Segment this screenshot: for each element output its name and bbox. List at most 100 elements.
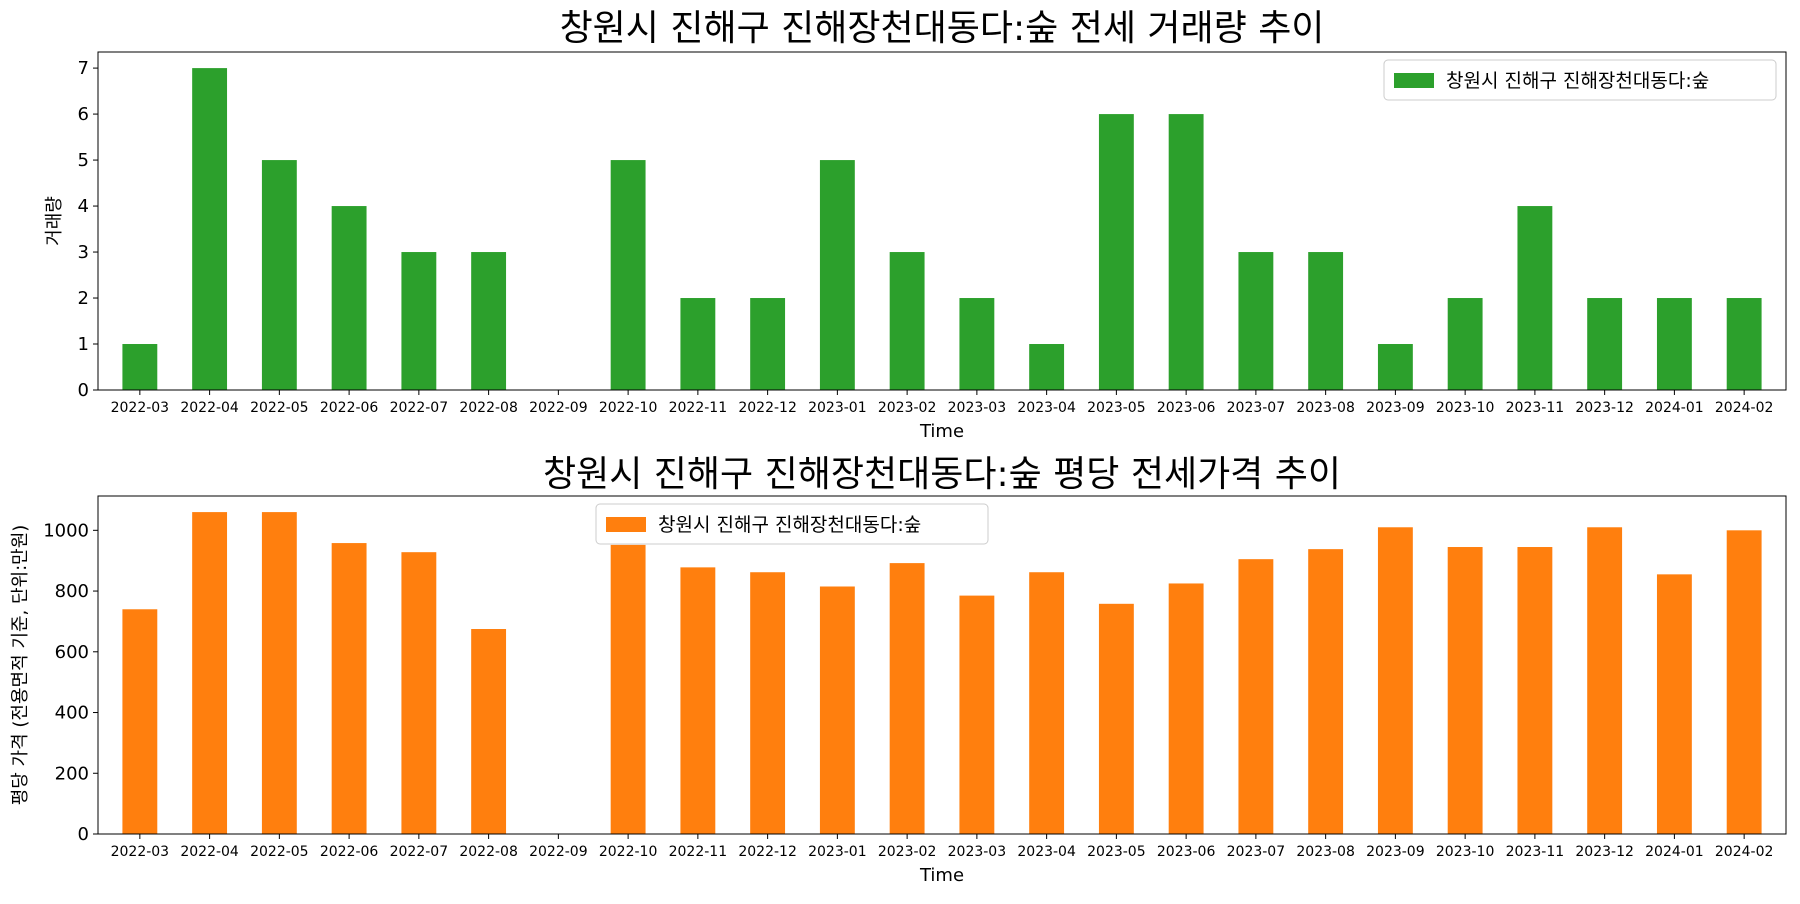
- bar-2022-05: [261, 160, 297, 390]
- x-tick-label: 2023-02: [878, 844, 937, 860]
- x-tick-label: 2023-09: [1366, 400, 1425, 416]
- bar-2022-07: [401, 552, 437, 834]
- y-tick-label: 200: [55, 763, 89, 784]
- bar-2023-11: [1517, 547, 1553, 834]
- x-tick-label: 2023-08: [1296, 400, 1355, 416]
- y-tick-label: 600: [55, 642, 89, 663]
- bar-2022-10: [610, 544, 646, 834]
- x-tick-label: 2022-10: [599, 844, 658, 860]
- bar-2023-04: [1029, 572, 1065, 834]
- x-tick-label: 2023-01: [808, 844, 867, 860]
- x-tick-label: 2023-04: [1017, 400, 1076, 416]
- bar-2023-01: [819, 586, 855, 834]
- bar-2023-07: [1238, 559, 1274, 834]
- legend-swatch: [606, 517, 646, 532]
- x-tick-label: 2023-07: [1227, 844, 1286, 860]
- x-tick-label: 2023-10: [1436, 844, 1495, 860]
- x-tick-label: 2023-03: [948, 400, 1007, 416]
- bar-2022-12: [750, 572, 786, 834]
- y-axis: 0 1 2 3 4 5 6 7: [78, 58, 98, 401]
- x-tick-label: 2022-07: [390, 400, 449, 416]
- x-tick-label: 2022-08: [459, 844, 518, 860]
- x-tick-label: 2023-10: [1436, 400, 1495, 416]
- x-axis-label: Time: [919, 421, 964, 442]
- bar-2023-08: [1308, 252, 1344, 390]
- x-tick-label: 2023-11: [1506, 400, 1565, 416]
- y-tick-label: 0: [78, 824, 89, 845]
- bar-2022-08: [471, 252, 507, 390]
- x-tick-label: 2023-07: [1227, 400, 1286, 416]
- x-tick-label: 2022-08: [459, 400, 518, 416]
- x-tick-label: 2024-01: [1645, 400, 1704, 416]
- bar-2022-04: [192, 512, 228, 834]
- x-tick-label: 2022-03: [111, 400, 170, 416]
- x-tick-label: 2023-05: [1087, 400, 1146, 416]
- x-tick-label: 2023-11: [1506, 844, 1565, 860]
- bar-2022-03: [122, 609, 158, 834]
- bar-2023-02: [889, 563, 925, 834]
- x-tick-label: 2023-04: [1017, 844, 1076, 860]
- legend-swatch: [1394, 73, 1434, 88]
- bar-2023-09: [1377, 527, 1413, 834]
- y-axis-label: 평당 가격 (전용면적 기준, 단위:만원): [10, 525, 31, 806]
- x-tick-label: 2022-09: [529, 844, 588, 860]
- bar-2023-05: [1098, 603, 1134, 834]
- x-tick-label: 2024-02: [1715, 400, 1774, 416]
- bar-2022-10: [610, 160, 646, 390]
- x-tick-label: 2023-03: [948, 844, 1007, 860]
- y-tick-label: 1000: [43, 520, 89, 541]
- plot-area-frame: [97, 51, 1787, 391]
- x-tick-label: 2023-12: [1575, 400, 1634, 416]
- x-tick-label: 2022-12: [738, 400, 797, 416]
- bar-2022-04: [192, 68, 228, 390]
- legend: 창원시 진해구 진해장천대동다:숲: [595, 503, 989, 545]
- bar-2023-01: [819, 160, 855, 390]
- y-tick-label: 800: [55, 581, 89, 602]
- x-tick-label: 2024-02: [1715, 844, 1774, 860]
- bar-2023-06: [1168, 114, 1204, 390]
- legend-label: 창원시 진해구 진해장천대동다:숲: [658, 514, 921, 536]
- x-tick-label: 2022-11: [669, 844, 728, 860]
- x-tick-label: 2023-01: [808, 400, 867, 416]
- bar-2023-12: [1587, 298, 1623, 390]
- x-tick-label: 2023-09: [1366, 844, 1425, 860]
- bar-2023-10: [1447, 298, 1483, 390]
- bar-2024-02: [1726, 298, 1762, 390]
- bar-series: [122, 68, 1762, 390]
- bar-series: [122, 512, 1762, 834]
- x-axis: 2022-03 2022-04 2022-05 2022-06 2022-07 2022-…: [111, 390, 1774, 416]
- x-axis-label: Time: [919, 865, 964, 886]
- x-tick-label: 2023-06: [1157, 400, 1216, 416]
- x-tick-label: 2022-05: [250, 844, 309, 860]
- x-tick-label: 2023-12: [1575, 844, 1634, 860]
- y-axis-label: 거래량: [44, 196, 65, 246]
- y-tick-label: 0: [78, 380, 89, 401]
- y-axis: 0 200 400 600 800 1000: [43, 520, 98, 845]
- y-tick-label: 6: [78, 104, 89, 125]
- y-tick-label: 5: [78, 150, 89, 171]
- x-tick-label: 2024-01: [1645, 844, 1704, 860]
- x-tick-label: 2022-06: [320, 400, 379, 416]
- bar-2022-11: [680, 567, 716, 834]
- bar-2022-06: [331, 206, 367, 390]
- x-tick-label: 2022-03: [111, 844, 170, 860]
- x-tick-label: 2022-11: [669, 400, 728, 416]
- bar-2023-06: [1168, 583, 1204, 834]
- bar-2024-01: [1656, 298, 1692, 390]
- x-tick-label: 2023-06: [1157, 844, 1216, 860]
- x-tick-label: 2023-05: [1087, 844, 1146, 860]
- legend-box: [1383, 59, 1777, 101]
- plot-area-frame: [97, 495, 1787, 835]
- y-tick-label: 2: [78, 288, 89, 309]
- bar-2023-03: [959, 298, 995, 390]
- y-tick-label: 400: [55, 703, 89, 724]
- bar-2023-02: [889, 252, 925, 390]
- legend: 창원시 진해구 진해장천대동다:숲: [1383, 59, 1777, 101]
- x-tick-label: 2022-05: [250, 400, 309, 416]
- bar-2022-11: [680, 298, 716, 390]
- bar-2022-07: [401, 252, 437, 390]
